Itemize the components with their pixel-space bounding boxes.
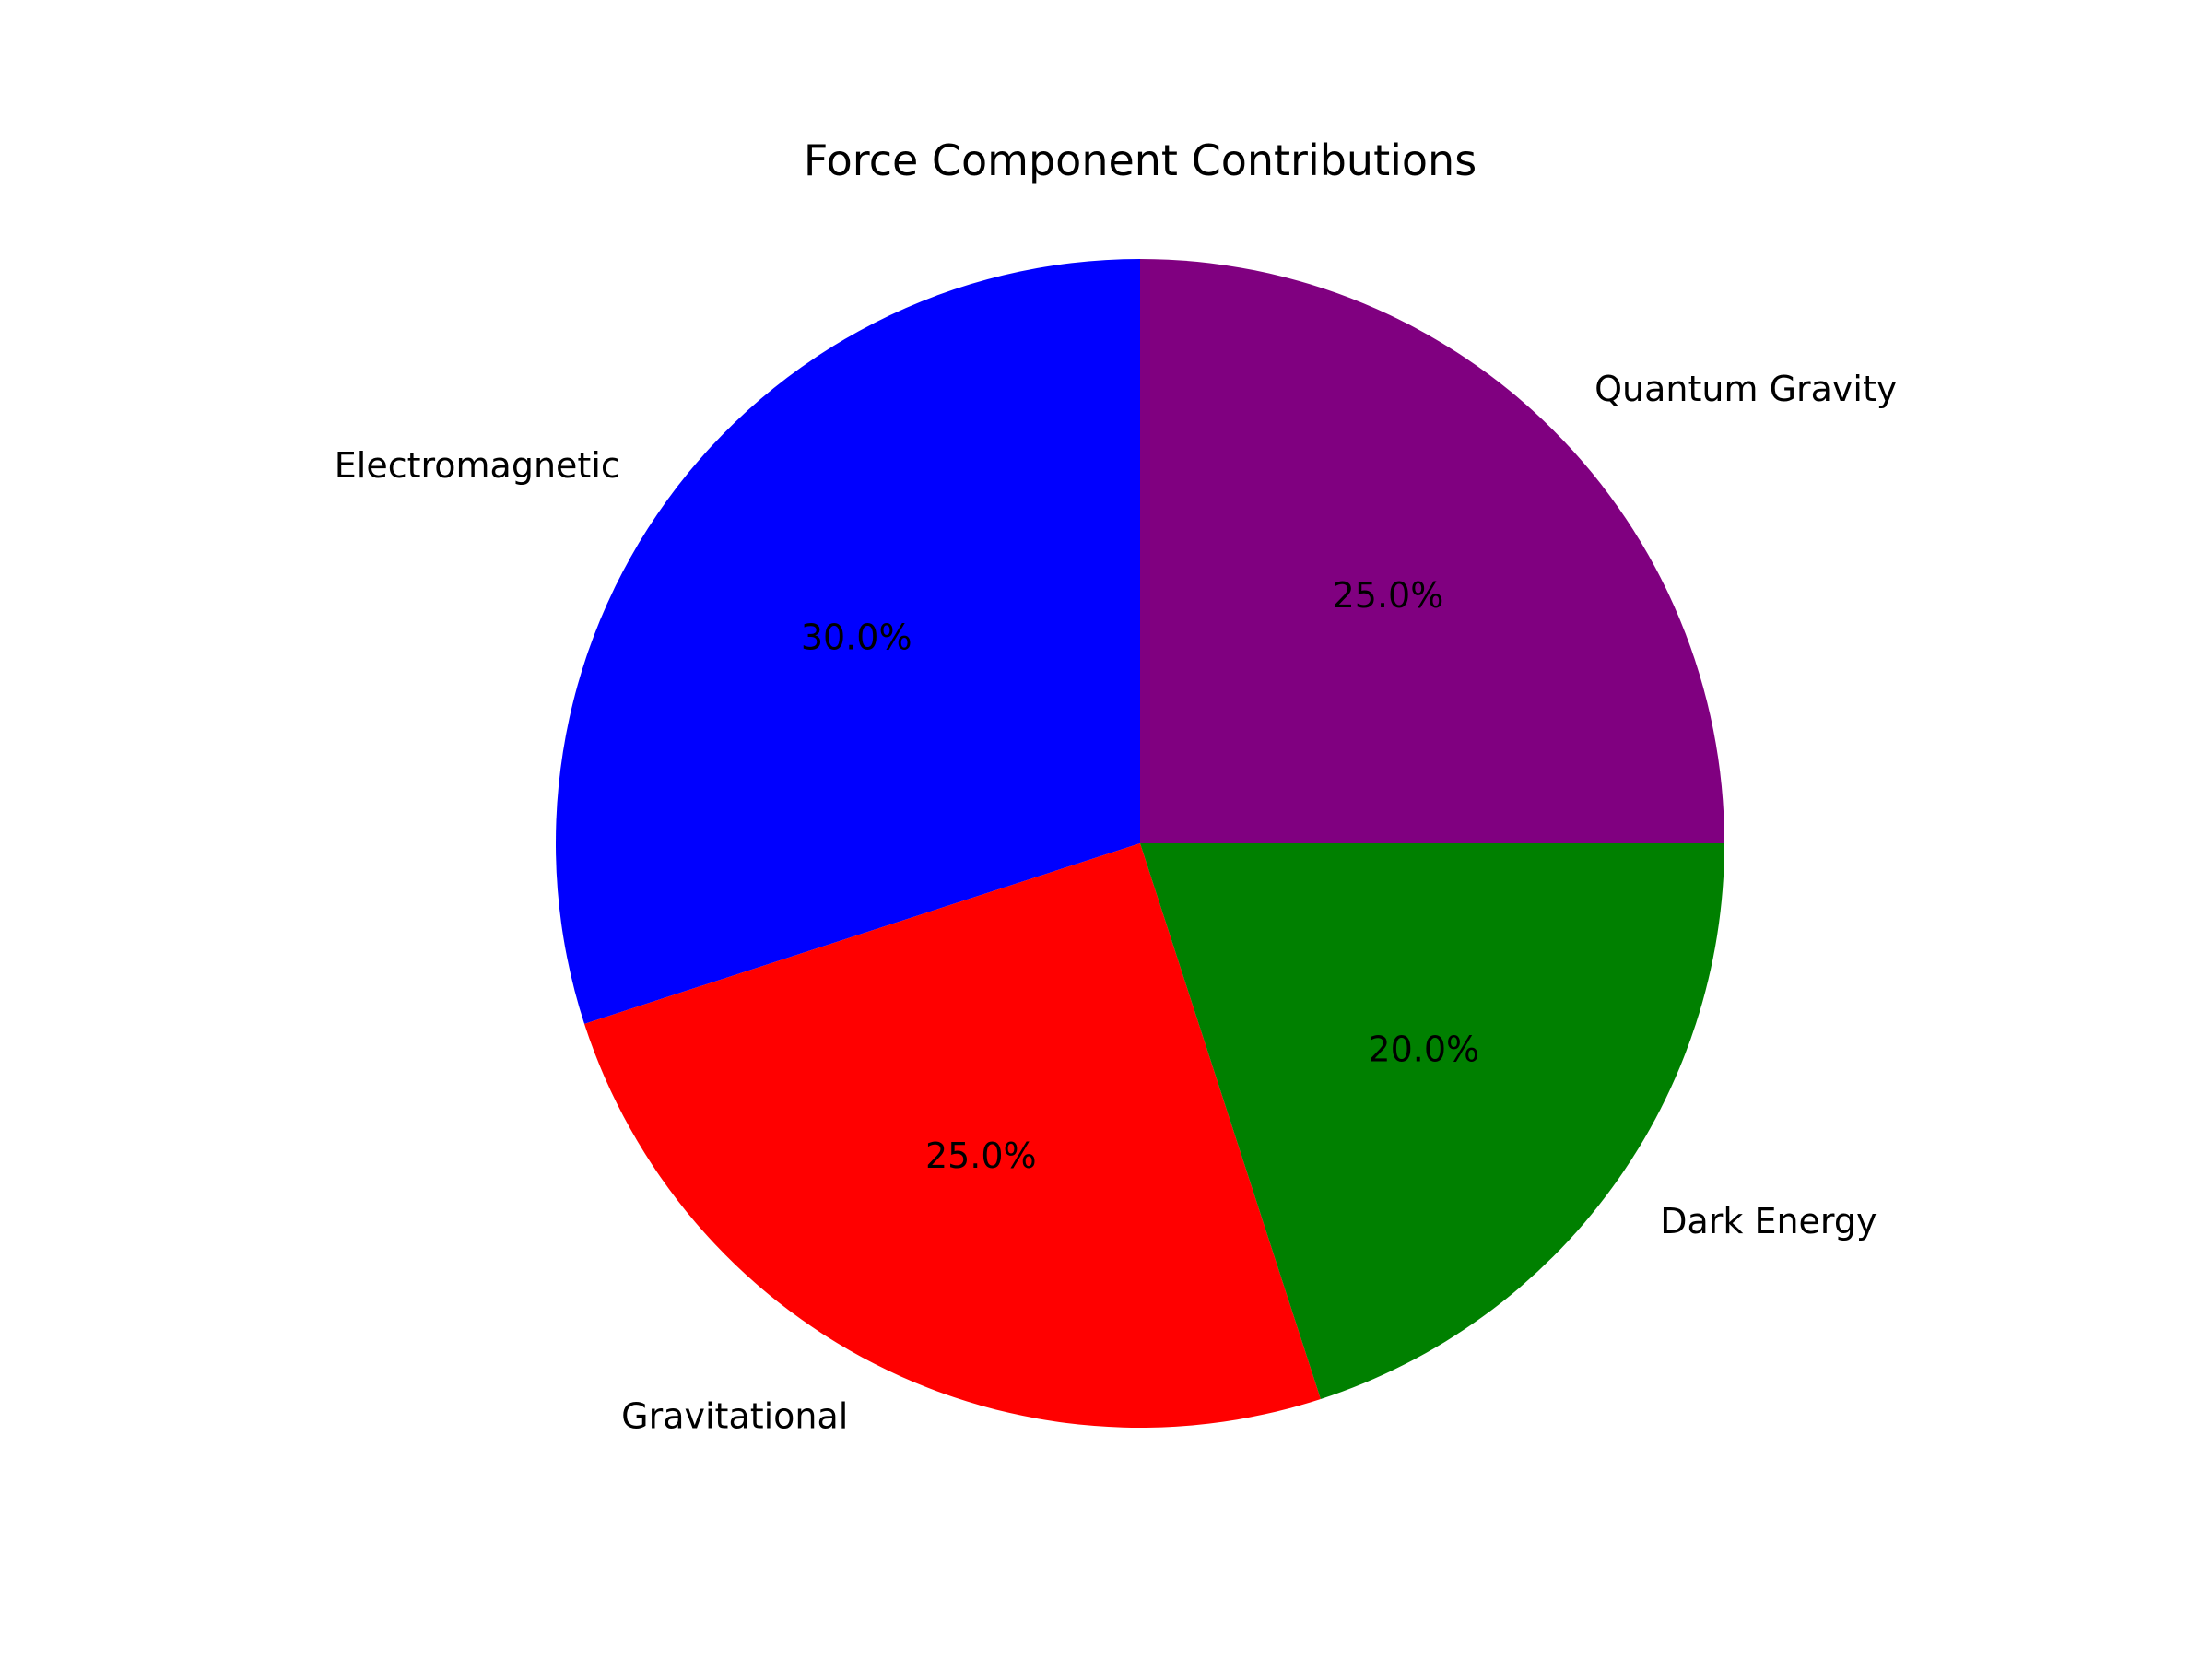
slice-label-dark-energy: Dark Energy bbox=[1660, 1201, 1877, 1241]
pie-slice-quantum-gravity bbox=[1140, 259, 1724, 843]
slice-label-gravitational: Gravitational bbox=[621, 1395, 848, 1436]
slice-label-electromagnetic: Electromagnetic bbox=[335, 445, 620, 486]
pie-slice-electromagnetic bbox=[556, 259, 1140, 1024]
pie-labels: Electromagnetic 30.0% Gravitational 25.0% Da… bbox=[335, 369, 1898, 1437]
pie-slices bbox=[556, 259, 1724, 1428]
chart-title: Force Component Contributions bbox=[804, 135, 1477, 185]
percent-label-gravitational: 25.0% bbox=[925, 1135, 1037, 1176]
slice-label-quantum-gravity: Quantum Gravity bbox=[1594, 369, 1897, 409]
percent-label-quantum-gravity: 25.0% bbox=[1333, 575, 1444, 616]
pie-slice-dark-energy bbox=[1140, 843, 1724, 1399]
percent-label-dark-energy: 20.0% bbox=[1368, 1030, 1479, 1070]
percent-label-electromagnetic: 30.0% bbox=[801, 617, 912, 657]
pie-slice-gravitational bbox=[584, 843, 1321, 1428]
